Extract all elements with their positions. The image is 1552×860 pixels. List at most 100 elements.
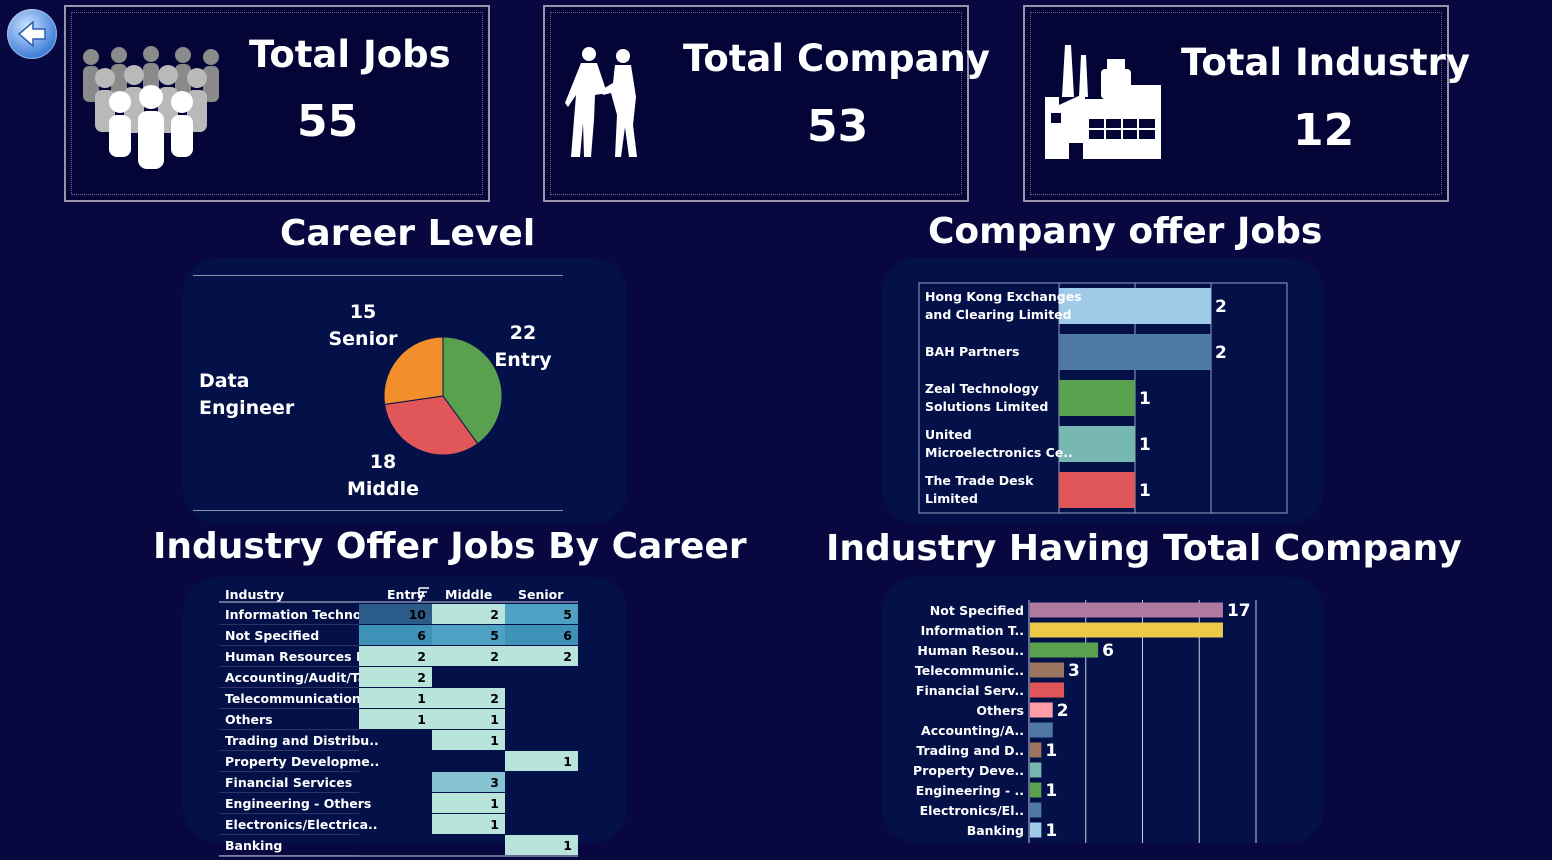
table-cell[interactable] bbox=[505, 646, 578, 666]
value-label: 1 bbox=[1139, 435, 1151, 455]
bar[interactable] bbox=[1030, 622, 1223, 638]
table-row-label: Electronics/Electrica.. bbox=[225, 817, 378, 832]
sort-icon[interactable] bbox=[418, 587, 429, 598]
table-cell[interactable] bbox=[432, 688, 505, 708]
table-cell-value: 6 bbox=[563, 628, 572, 643]
table-cell-value: 1 bbox=[490, 712, 499, 727]
value-label: 2 bbox=[1215, 343, 1227, 363]
table-cell[interactable] bbox=[359, 604, 432, 624]
industry-career-title: Industry Offer Jobs By Career bbox=[153, 526, 747, 567]
table-cell[interactable] bbox=[432, 646, 505, 666]
people-group-icon bbox=[83, 46, 219, 169]
pie-slice-senior[interactable] bbox=[383, 336, 444, 405]
bar[interactable] bbox=[1030, 822, 1042, 838]
bar[interactable] bbox=[1030, 702, 1053, 718]
value-label: 1 bbox=[1045, 781, 1057, 801]
table-row-label: Telecommunication bbox=[225, 691, 361, 706]
category-label: Engineering - .. bbox=[916, 783, 1024, 798]
pie-value-middle: 18 bbox=[369, 451, 397, 473]
table-row-label: Trading and Distribu.. bbox=[225, 733, 379, 748]
pie-label-entry: 22 Entry bbox=[483, 320, 563, 374]
table-cell[interactable] bbox=[505, 751, 578, 771]
table-cell[interactable] bbox=[432, 730, 505, 750]
table-row-label: Not Specified bbox=[225, 628, 319, 643]
table-cell[interactable] bbox=[359, 688, 432, 708]
kpi-card-total-industry: Total Industry 12 bbox=[1023, 5, 1470, 202]
pie-name-senior: Senior bbox=[328, 328, 398, 350]
table-cell-value: 1 bbox=[490, 733, 499, 748]
pie-name-middle: Middle bbox=[346, 478, 420, 500]
table-row-label: Others bbox=[225, 712, 273, 727]
value-label: 2 bbox=[1057, 701, 1069, 721]
table-cell[interactable] bbox=[432, 625, 505, 645]
table-cell[interactable] bbox=[432, 793, 505, 813]
table-row-label: Human Resources M.. bbox=[225, 649, 378, 664]
bar[interactable] bbox=[1059, 380, 1135, 416]
pie-label-middle: 18 Middle bbox=[343, 449, 423, 503]
table-cell[interactable] bbox=[505, 625, 578, 645]
kpi-value: 53 bbox=[807, 101, 869, 152]
bar[interactable] bbox=[1030, 662, 1065, 678]
table-cell[interactable] bbox=[505, 835, 578, 855]
kpi-title: Total Company bbox=[683, 37, 991, 80]
category-label: Trading and D.. bbox=[916, 743, 1024, 758]
table-row-label: Accounting/Audit/Ta.. bbox=[225, 670, 376, 685]
table-cell[interactable] bbox=[359, 646, 432, 666]
category-label: Electronics/El.. bbox=[920, 803, 1024, 818]
handshake-icon bbox=[565, 47, 637, 157]
table-header[interactable]: Middle bbox=[445, 587, 492, 602]
table-cell-value: 1 bbox=[417, 691, 426, 706]
kpi-title: Total Industry bbox=[1181, 41, 1470, 84]
category-label: The Trade Desk Limited bbox=[925, 473, 1034, 506]
company-jobs-chart: Hong Kong Exchanges and Clearing Limited 2… bbox=[918, 282, 1288, 514]
bar[interactable] bbox=[1059, 288, 1211, 324]
industry-career-table: Industry Entry Middle Senior Information Tec… bbox=[219, 587, 578, 857]
category-label: BAH Partners bbox=[925, 344, 1019, 359]
bar[interactable] bbox=[1030, 682, 1065, 698]
bar[interactable] bbox=[1030, 782, 1042, 798]
bar[interactable] bbox=[1059, 334, 1211, 370]
table-cell[interactable] bbox=[432, 772, 505, 792]
industry-company-title: Industry Having Total Company bbox=[826, 528, 1462, 569]
career-pie-chart[interactable] bbox=[373, 326, 513, 466]
value-label: 6 bbox=[1102, 641, 1114, 661]
bar[interactable] bbox=[1030, 642, 1099, 658]
table-cell[interactable] bbox=[505, 604, 578, 624]
value-label: 3 bbox=[1068, 661, 1080, 681]
table-cell[interactable] bbox=[359, 625, 432, 645]
bar[interactable] bbox=[1030, 742, 1042, 758]
table-cell[interactable] bbox=[432, 604, 505, 624]
category-label: Human Resou.. bbox=[917, 643, 1024, 658]
category-label: Others bbox=[976, 703, 1024, 718]
factory-icon bbox=[1045, 45, 1161, 159]
bar[interactable] bbox=[1030, 802, 1042, 818]
kpi-card-total-jobs: Total Jobs 55 bbox=[64, 5, 490, 202]
value-label: 1 bbox=[1045, 821, 1057, 841]
table-cell[interactable] bbox=[359, 667, 432, 687]
table-header[interactable]: Senior bbox=[518, 587, 564, 602]
value-label: 1 bbox=[1139, 389, 1151, 409]
category-label: United Microelectronics Ce.. bbox=[925, 427, 1073, 460]
pie-name-entry: Entry bbox=[494, 349, 552, 371]
table-cell[interactable] bbox=[432, 709, 505, 729]
table-cell-value: 2 bbox=[417, 649, 426, 664]
table-row-label: Property Developme.. bbox=[225, 754, 379, 769]
chart-frame bbox=[918, 282, 1288, 514]
bar[interactable] bbox=[1059, 426, 1135, 462]
bar[interactable] bbox=[1059, 472, 1135, 508]
career-level-panel: Data Engineer 15 Senior 22 Entry 18 Midd… bbox=[183, 258, 627, 524]
bar[interactable] bbox=[1030, 602, 1223, 618]
pie-slice-entry[interactable] bbox=[442, 336, 503, 445]
bar[interactable] bbox=[1030, 722, 1053, 738]
table-cell-value: 2 bbox=[490, 691, 499, 706]
table-cell-value: 2 bbox=[563, 649, 572, 664]
value-label: 1 bbox=[1045, 741, 1057, 761]
table-row-label: Financial Services bbox=[225, 775, 352, 790]
pie-slice-middle[interactable] bbox=[384, 395, 479, 456]
table-header[interactable]: Entry bbox=[387, 587, 425, 602]
back-button[interactable] bbox=[7, 9, 57, 59]
bar[interactable] bbox=[1030, 762, 1042, 778]
table-cell[interactable] bbox=[359, 709, 432, 729]
table-cell[interactable] bbox=[432, 814, 505, 834]
pie-value-entry: 22 bbox=[509, 322, 537, 344]
